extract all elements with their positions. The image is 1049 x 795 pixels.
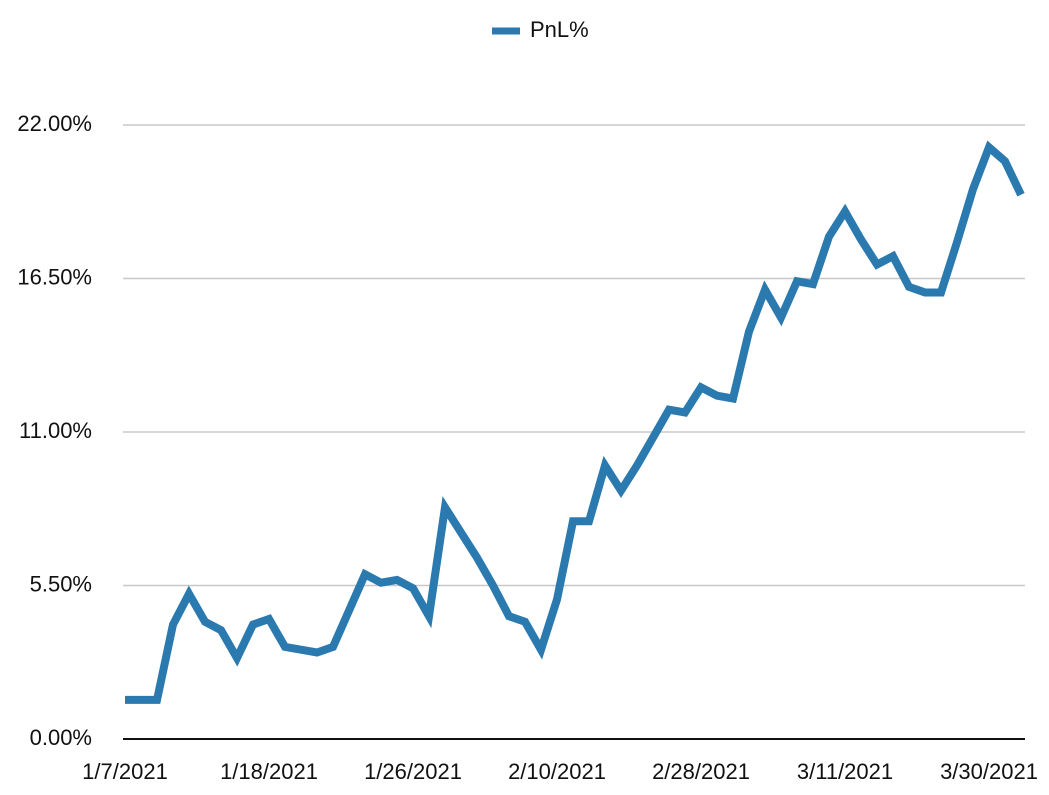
x-tick-label: 3/11/2021	[797, 759, 893, 784]
legend-label: PnL%	[530, 17, 589, 42]
x-tick-label: 3/30/2021	[940, 759, 1038, 784]
x-tick-label: 2/28/2021	[652, 759, 750, 784]
y-tick-label: 5.50%	[30, 571, 92, 596]
x-tick-label: 1/18/2021	[220, 759, 318, 784]
y-tick-label: 16.50%	[17, 264, 92, 289]
y-tick-label: 0.00%	[30, 725, 92, 750]
y-tick-label: 22.00%	[17, 111, 92, 136]
x-tick-label: 2/10/2021	[508, 759, 606, 784]
y-tick-label: 11.00%	[19, 418, 92, 443]
line-series	[125, 140, 1025, 704]
x-tick-label: 1/7/2021	[82, 759, 168, 784]
x-tick-label: 1/26/2021	[364, 759, 462, 784]
